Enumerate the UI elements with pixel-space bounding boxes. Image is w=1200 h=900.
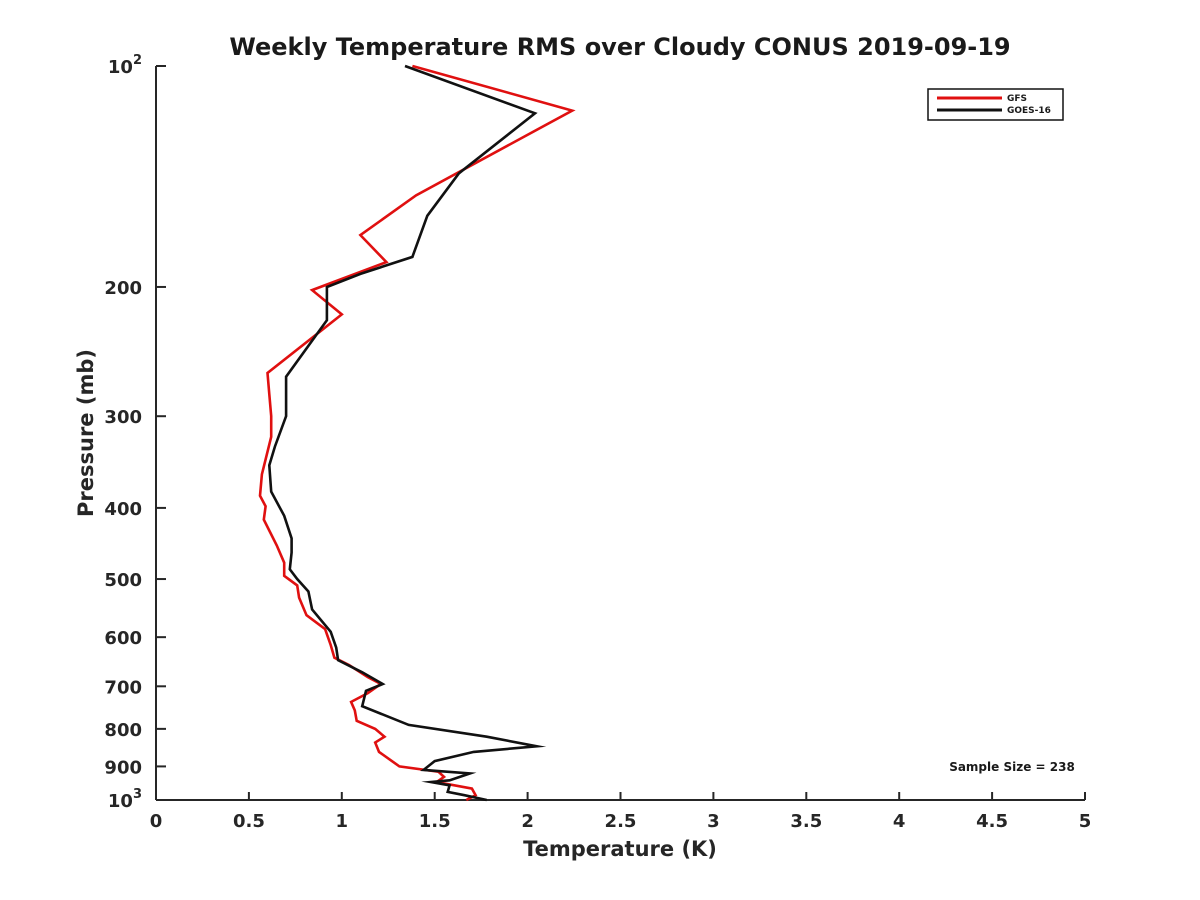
y-tick-label-7: 800 bbox=[104, 720, 142, 741]
x-tick-label-2: 1 bbox=[336, 811, 349, 832]
plot-axes: 0 0.5 1 1.5 2 2.5 3 3.5 4 4.5 5 102 200 300 400 500 600 7… bbox=[104, 53, 1091, 832]
y-tick-label-0: 102 bbox=[108, 53, 142, 78]
series-layer bbox=[258, 64, 576, 802]
x-tick-label-9: 4.5 bbox=[976, 811, 1008, 832]
y-tick-label-6: 700 bbox=[104, 677, 142, 698]
y-tick-label-2: 300 bbox=[104, 407, 142, 428]
x-tick-label-3: 1.5 bbox=[419, 811, 451, 832]
x-tick-label-6: 3 bbox=[707, 811, 720, 832]
series-line-gfs bbox=[258, 64, 576, 802]
y-tick-label-9: 103 bbox=[108, 787, 142, 812]
legend-label-gfs: GFS bbox=[1007, 94, 1027, 104]
x-tick-label-5: 2.5 bbox=[605, 811, 637, 832]
legend-label-goes16: GOES-16 bbox=[1007, 106, 1051, 116]
legend: GFS GOES-16 bbox=[927, 88, 1064, 121]
y-tick-label-4: 500 bbox=[104, 570, 142, 591]
y-tick-label-1: 200 bbox=[104, 278, 142, 299]
x-axis-label: Temperature (K) bbox=[523, 837, 717, 861]
x-tick-label-8: 4 bbox=[893, 811, 906, 832]
series-line-goes-16 bbox=[267, 64, 547, 802]
y-axis-label: Pressure (mb) bbox=[74, 349, 98, 517]
x-tick-label-1: 0.5 bbox=[233, 811, 265, 832]
legend-box bbox=[927, 88, 1064, 121]
x-tick-label-7: 3.5 bbox=[790, 811, 822, 832]
chart-title: Weekly Temperature RMS over Cloudy CONUS… bbox=[229, 33, 1010, 61]
y-tick-label-3: 400 bbox=[104, 499, 142, 520]
y-tick-label-8: 900 bbox=[104, 757, 142, 778]
x-tick-label-10: 5 bbox=[1079, 811, 1092, 832]
x-tick-label-4: 2 bbox=[521, 811, 534, 832]
x-tick-label-0: 0 bbox=[150, 811, 163, 832]
y-tick-label-5: 600 bbox=[104, 628, 142, 649]
sample-size-annotation: Sample Size = 238 bbox=[949, 760, 1075, 774]
